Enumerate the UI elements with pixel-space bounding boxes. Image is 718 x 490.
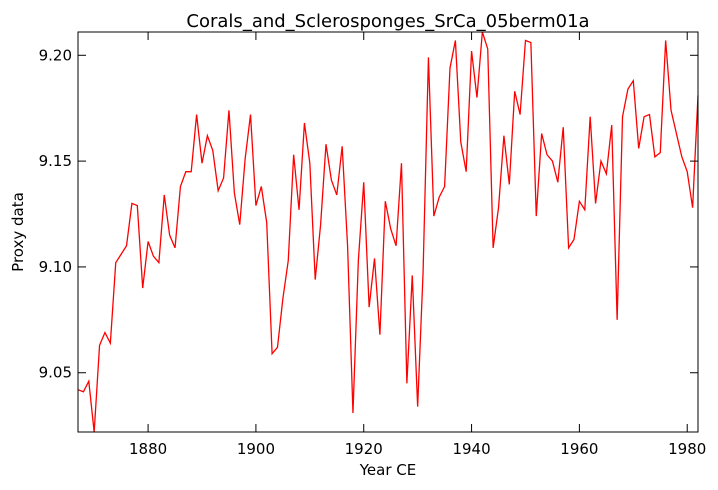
x-axis-label: Year CE: [359, 461, 416, 479]
x-axis: 1880 1900 1920 1940 1960 1980: [129, 32, 706, 458]
x-tick-label: 1960: [560, 440, 598, 458]
x-tick-label: 1900: [237, 440, 275, 458]
y-tick-label: 9.05: [39, 364, 72, 382]
chart-title: Corals_and_Sclerosponges_SrCa_05berm01a: [186, 11, 589, 32]
plot-area: [77, 31, 699, 433]
y-axis: 9.05 9.10 9.15 9.20: [39, 46, 698, 382]
y-tick-label: 9.10: [39, 258, 72, 276]
y-tick-label: 9.15: [39, 152, 72, 170]
plot-frame: [77, 31, 699, 433]
x-tick-label: 1940: [452, 440, 490, 458]
x-tick-label: 1880: [129, 440, 167, 458]
y-axis-label: Proxy data: [9, 192, 27, 272]
x-tick-label: 1980: [668, 440, 706, 458]
x-tick-label: 1920: [345, 440, 383, 458]
series-line-0: [77, 31, 699, 433]
y-tick-label: 9.20: [39, 46, 72, 64]
